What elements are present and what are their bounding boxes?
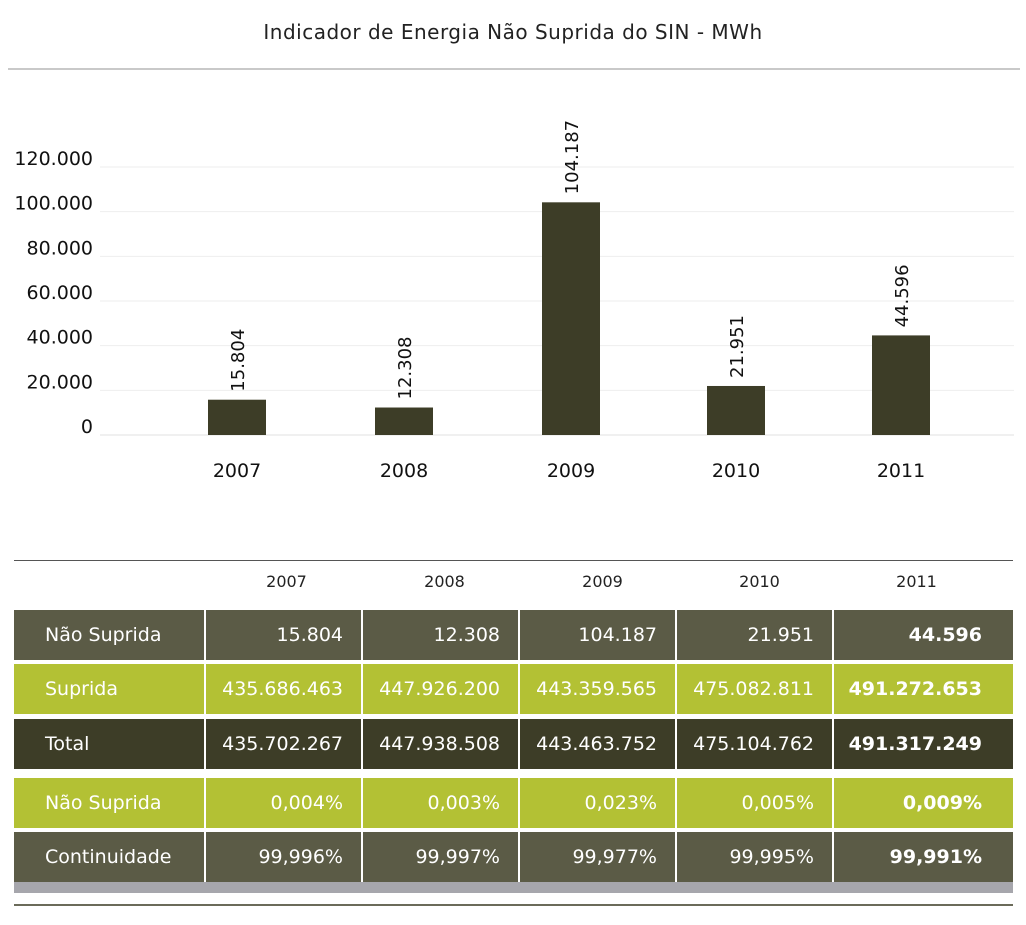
table-row-nao-suprida-pct: Não Suprida 0,004% 0,003% 0,023% 0,005% …	[14, 778, 1013, 828]
y-tick-label: 100.000	[14, 193, 93, 215]
table-cell: 435.702.267	[206, 719, 363, 769]
table-cell: 15.804	[206, 610, 363, 660]
year-header-2011: 2011	[896, 572, 937, 591]
table-bottom-rule	[14, 904, 1013, 906]
table-row-suprida: Suprida 435.686.463 447.926.200 443.359.…	[14, 664, 1013, 714]
x-tick-label: 2007	[213, 460, 261, 482]
table-row-total: Total 435.702.267 447.938.508 443.463.75…	[14, 719, 1013, 769]
table-cell: 491.317.249	[848, 733, 982, 755]
data-label-2011: 44.596	[892, 264, 913, 327]
bar-2011	[872, 335, 930, 435]
table-cell: 443.359.565	[520, 664, 677, 714]
bar-2010	[707, 385, 765, 435]
table-cell: 99,997%	[363, 832, 520, 882]
table-cell: 12.308	[363, 610, 520, 660]
table-cell: 435.686.463	[206, 664, 363, 714]
table-cell: 0,009%	[902, 792, 982, 814]
y-tick-label: 60.000	[27, 282, 93, 304]
row-label: Continuidade	[14, 832, 206, 882]
table-cell: 0,023%	[520, 778, 677, 828]
table-cell: 0,003%	[363, 778, 520, 828]
table-cell: 21.951	[677, 610, 834, 660]
data-label-2009: 104.187	[562, 120, 583, 194]
table-row-continuidade: Continuidade 99,996% 99,997% 99,977% 99,…	[14, 832, 1013, 882]
x-tick-label: 2009	[547, 460, 595, 482]
table-cell: 443.463.752	[520, 719, 677, 769]
table-cell: 104.187	[520, 610, 677, 660]
data-label-2008: 12.308	[395, 337, 416, 400]
table-cell: 475.082.811	[677, 664, 834, 714]
table-footer-band	[14, 882, 1013, 893]
table-cell: 99,995%	[677, 832, 834, 882]
table-top-rule	[14, 560, 1013, 561]
x-tick-label: 2011	[877, 460, 925, 482]
year-header-2010: 2010	[739, 572, 780, 591]
data-label-2010: 21.951	[727, 315, 748, 378]
year-header-2007: 2007	[266, 572, 307, 591]
row-label: Não Suprida	[14, 610, 206, 660]
y-tick-label: 120.000	[14, 148, 93, 170]
table-cell: 99,996%	[206, 832, 363, 882]
table-cell: 447.938.508	[363, 719, 520, 769]
bar-2009	[542, 202, 600, 435]
table-cell: 0,005%	[677, 778, 834, 828]
row-label: Não Suprida	[14, 778, 206, 828]
table-cell: 447.926.200	[363, 664, 520, 714]
y-tick-label: 80.000	[27, 237, 93, 259]
year-header-2009: 2009	[582, 572, 623, 591]
row-label: Total	[14, 719, 206, 769]
bar-2007	[208, 399, 266, 435]
table-cell: 99,991%	[889, 846, 982, 868]
row-label: Suprida	[14, 664, 206, 714]
bar-2008	[375, 407, 433, 435]
y-tick-label: 20.000	[27, 371, 93, 393]
bar-chart: 0 20.000 40.000 60.000 80.000 100.000 120.000 1…	[14, 120, 1014, 482]
table-row-nao-suprida: Não Suprida 15.804 12.308 104.187 21.951…	[14, 610, 1013, 660]
y-tick-label: 0	[81, 416, 93, 438]
year-header-2008: 2008	[424, 572, 465, 591]
x-tick-label: 2010	[712, 460, 760, 482]
table-cell: 99,977%	[520, 832, 677, 882]
title-divider	[8, 68, 1020, 70]
y-tick-label: 40.000	[27, 327, 93, 349]
table-cell: 491.272.653	[848, 678, 982, 700]
table-cell: 475.104.762	[677, 719, 834, 769]
data-label-2007: 15.804	[228, 329, 249, 392]
table-cell: 44.596	[908, 624, 982, 646]
table-cell: 0,004%	[206, 778, 363, 828]
x-tick-label: 2008	[380, 460, 428, 482]
chart-title: Indicador de Energia Não Suprida do SIN …	[263, 20, 763, 44]
